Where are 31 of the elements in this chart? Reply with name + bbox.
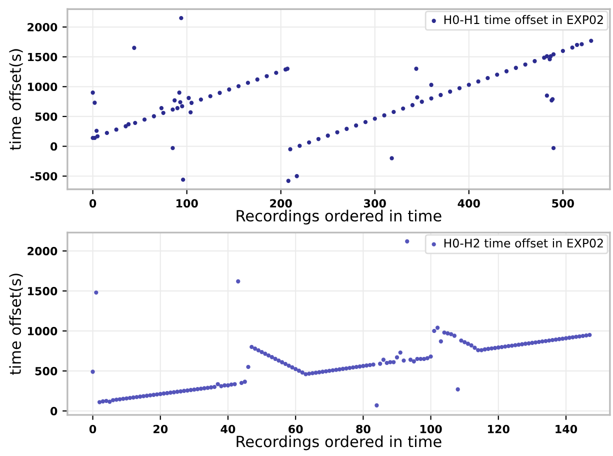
y-tick-label: 1500	[28, 286, 58, 296]
y-tick-label: 2000	[28, 22, 58, 32]
x-tick-label: 20	[154, 424, 168, 434]
x-axis-title: Recordings ordered in time	[236, 435, 442, 450]
y-tick-label: 1000	[28, 82, 58, 92]
x-tick-label: 200	[270, 199, 292, 208]
x-tick-label: 140	[556, 424, 578, 434]
y-axis-title: time offset(s)	[9, 274, 23, 375]
y-tick-label: 500	[35, 366, 58, 376]
x-tick-label: 0	[89, 199, 96, 208]
y-tick-label: 1500	[28, 52, 58, 62]
x-tick-label: 300	[364, 199, 386, 208]
x-tick-label: 80	[356, 424, 370, 434]
legend-label: H0-H2 time offset in EXP02	[444, 238, 603, 248]
x-axis-title: Recordings ordered in time	[236, 210, 442, 224]
y-tick-label: 1000	[28, 326, 58, 336]
x-tick-label: 100	[420, 424, 442, 434]
y-axis-title: time offset(s)	[9, 49, 23, 150]
legend-label: H0-H1 time offset in EXP02	[444, 15, 603, 24]
y-tick-label: 0	[50, 406, 58, 416]
x-tick-label: 400	[458, 199, 480, 208]
x-tick-label: 100	[176, 199, 198, 208]
y-tick-label: 0	[50, 142, 58, 151]
y-tick-label: 2000	[28, 246, 58, 256]
x-tick-label: 60	[288, 424, 303, 434]
x-tick-label: 120	[488, 424, 510, 434]
y-tick-label: 500	[35, 112, 58, 121]
y-tick-label: -500	[30, 172, 58, 180]
x-tick-label: 0	[89, 424, 96, 434]
x-tick-label: 500	[552, 199, 574, 208]
x-tick-label: 40	[220, 424, 236, 434]
